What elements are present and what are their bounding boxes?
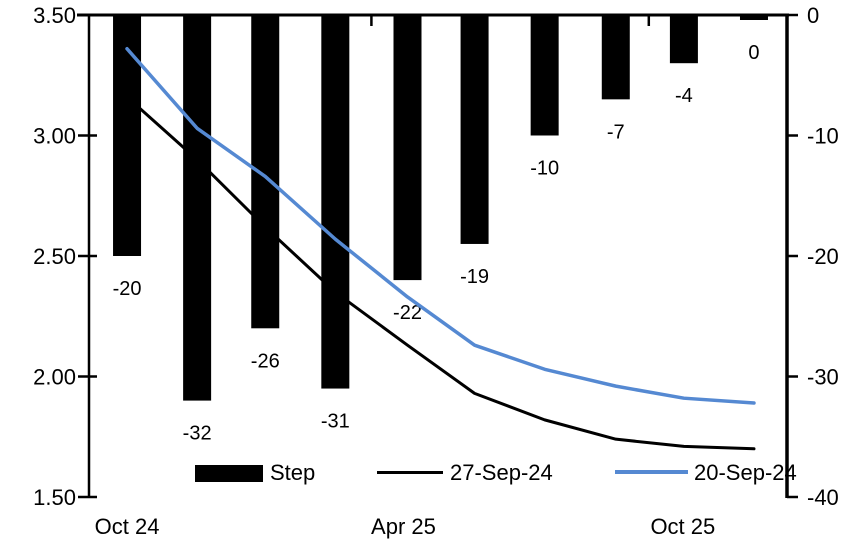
right-axis-tick-label: -30 [807, 365, 839, 390]
step-bar [669, 15, 698, 64]
bar-value-label: -22 [393, 302, 422, 324]
bar-value-label: -20 [113, 278, 142, 300]
bar-value-label: -31 [321, 411, 350, 433]
x-axis-label: Apr 25 [371, 514, 436, 539]
right-axis-tick-label: -10 [807, 124, 839, 149]
left-axis-tick-label: 2.50 [33, 244, 76, 269]
step-bar [530, 15, 559, 136]
left-axis-tick-label: 3.50 [33, 3, 76, 28]
right-axis-tick-label: -20 [807, 244, 839, 269]
bar-value-label: -19 [460, 266, 489, 288]
x-axis-label: Oct 25 [650, 514, 715, 539]
bar-value-label: -26 [251, 350, 280, 372]
step-bar [601, 15, 630, 100]
bar-value-label: 0 [748, 42, 759, 64]
left-axis-tick-label: 1.50 [33, 485, 76, 510]
bar-value-label: -10 [530, 158, 559, 180]
step-bar [321, 15, 350, 389]
step-bar [460, 15, 489, 244]
bar-value-label: -4 [675, 85, 693, 107]
step-bar [393, 15, 422, 281]
step-bar [183, 15, 212, 401]
x-axis-label: Oct 24 [95, 514, 160, 539]
bar-value-label: -7 [607, 121, 625, 143]
line-20-sep-24 [125, 46, 756, 405]
step-bar [739, 15, 768, 20]
bar-value-label: -32 [183, 423, 212, 445]
step-bar [113, 15, 142, 256]
right-axis-tick-label: 0 [807, 3, 819, 28]
left-axis-tick-label: 3.00 [33, 124, 76, 149]
right-axis-tick-label: -40 [807, 485, 839, 510]
line-27-sep-24 [125, 95, 756, 451]
left-axis-tick-label: 2.00 [33, 365, 76, 390]
